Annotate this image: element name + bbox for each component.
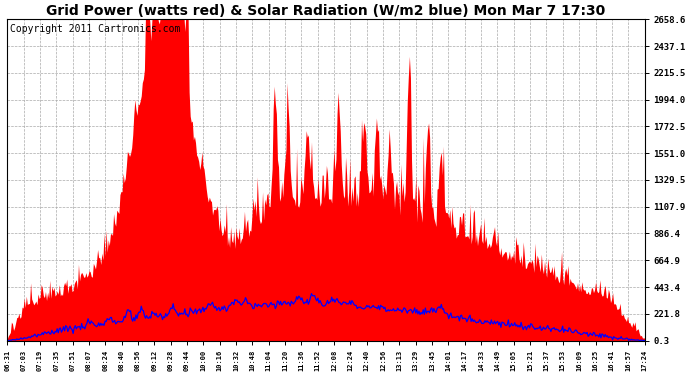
Title: Grid Power (watts red) & Solar Radiation (W/m2 blue) Mon Mar 7 17:30: Grid Power (watts red) & Solar Radiation… (46, 4, 606, 18)
Text: Copyright 2011 Cartronics.com: Copyright 2011 Cartronics.com (10, 24, 181, 34)
